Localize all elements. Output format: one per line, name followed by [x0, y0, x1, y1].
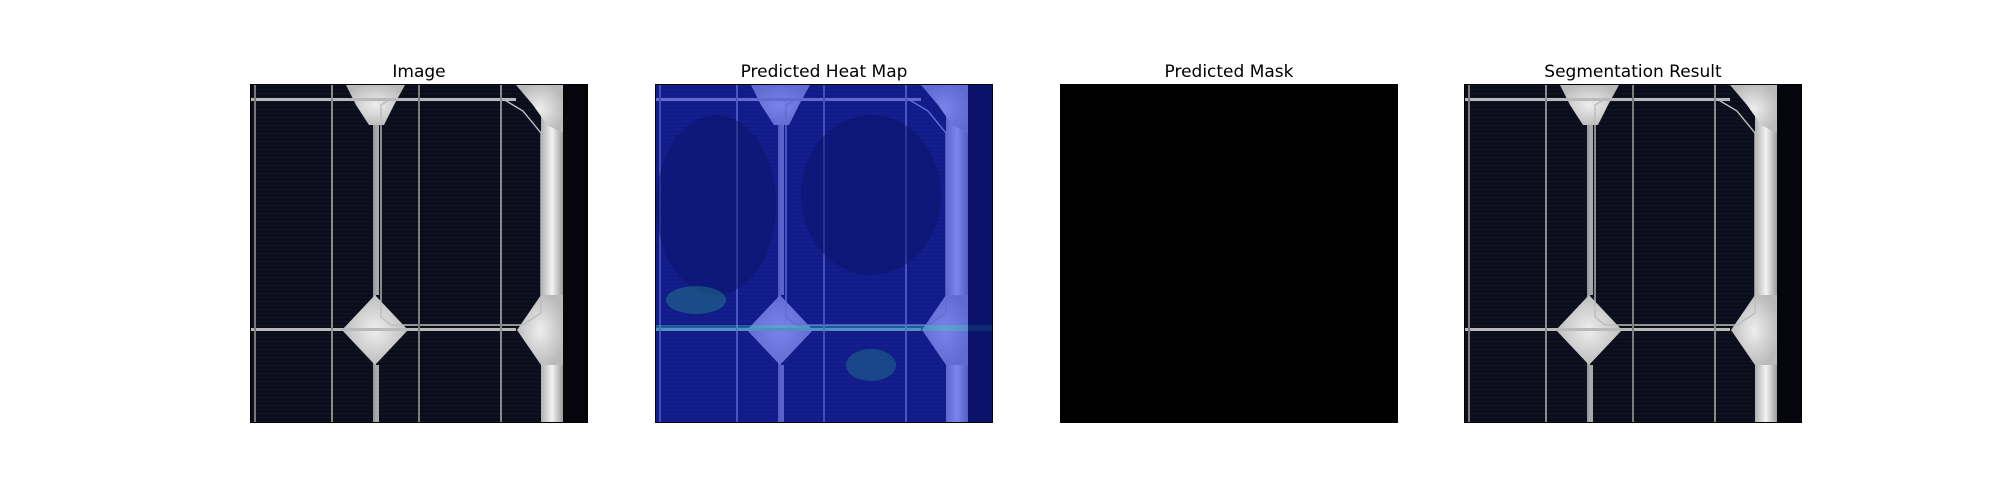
panel-heat-map: Predicted Heat Map — [655, 60, 993, 423]
panel-title: Segmentation Result — [1544, 62, 1722, 82]
panel-title: Predicted Mask — [1164, 62, 1294, 82]
panel-segmentation: Segmentation Result — [1464, 60, 1802, 423]
solar-cell-image — [250, 84, 588, 423]
panel-title: Predicted Heat Map — [740, 62, 908, 82]
segmentation-image — [1464, 84, 1802, 423]
mask-image — [1060, 84, 1398, 423]
panel-title: Image — [392, 62, 446, 82]
panel-image: Image — [250, 60, 588, 423]
panel-mask: Predicted Mask — [1060, 60, 1398, 423]
heat-map-image — [655, 84, 993, 423]
